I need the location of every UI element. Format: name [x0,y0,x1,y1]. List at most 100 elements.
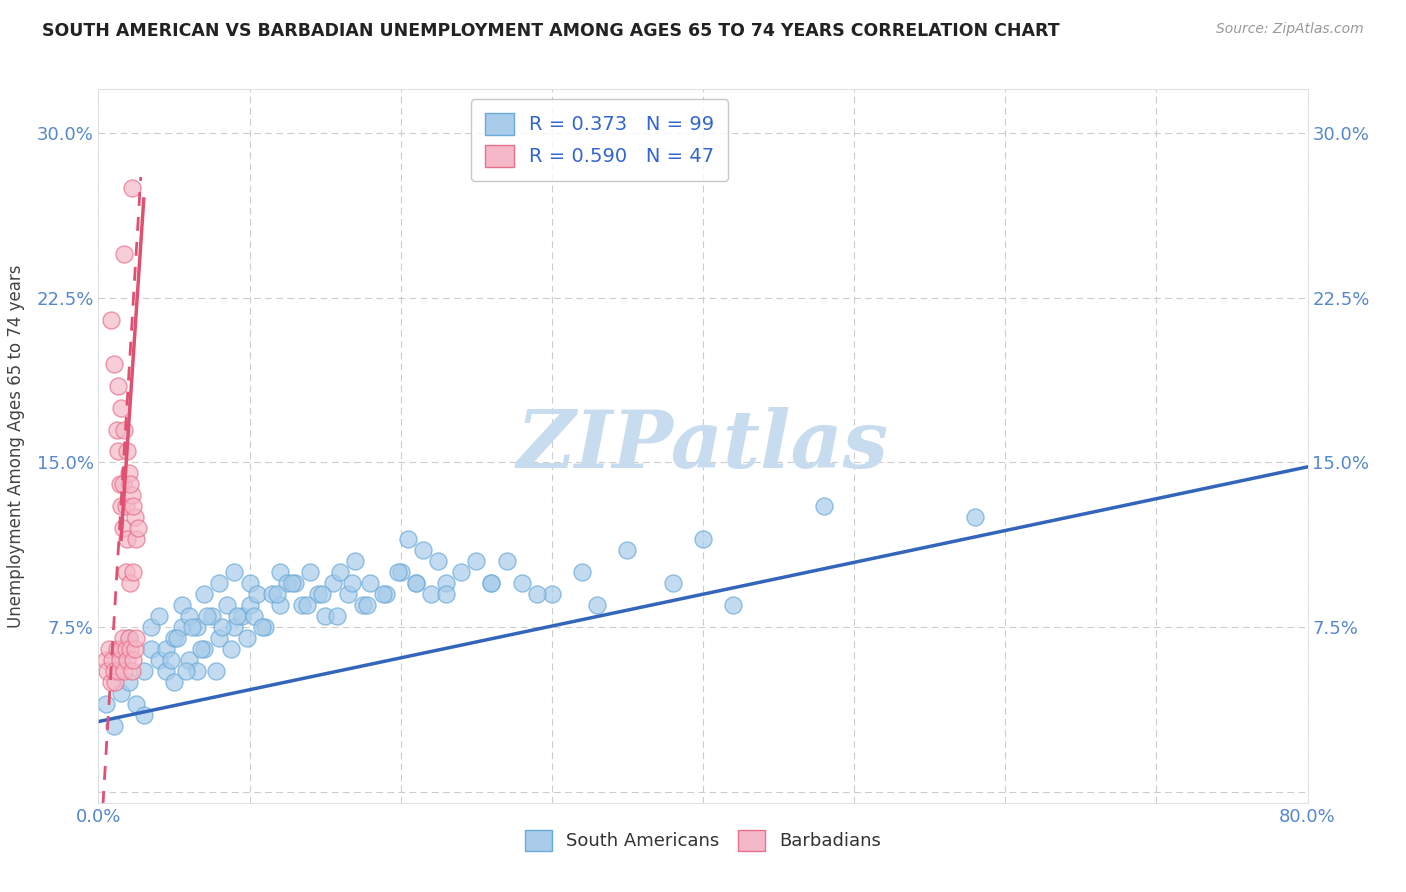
Point [104,675,127,690]
Point [253,620,276,634]
Legend: South Americans, Barbadians: South Americans, Barbadians [517,822,889,858]
Point [295,598,318,612]
Point [112,423,135,437]
Point [125,631,148,645]
Point [115,533,138,547]
Point [127,521,149,535]
Point [115,653,138,667]
Point [226,609,249,624]
Point [110,500,132,514]
Point [269,566,291,580]
Text: ZIPatlas: ZIPatlas [517,408,889,484]
Point [205,664,228,678]
Point [434,587,457,601]
Point [141,642,163,657]
Point [208,631,231,645]
Point [110,686,132,700]
Point [661,576,683,591]
Point [132,664,155,678]
Point [103,357,125,371]
Point [120,642,142,657]
Point [211,620,233,634]
Point [122,653,145,667]
Point [201,609,224,624]
Point [344,554,367,568]
Point [118,631,141,645]
Point [155,664,177,678]
Point [231,609,253,624]
Point [250,620,273,634]
Point [179,653,201,667]
Point [122,500,145,514]
Point [107,444,129,458]
Point [105,423,128,437]
Point [371,587,394,601]
Point [307,587,329,601]
Point [103,719,125,733]
Point [387,566,409,580]
Point [208,576,231,591]
Point [356,598,378,612]
Point [389,566,412,580]
Point [124,642,146,657]
Point [195,609,218,624]
Point [281,576,304,591]
Point [114,642,136,657]
Point [141,620,163,634]
Point [170,620,193,634]
Point [111,521,134,535]
Point [190,642,212,657]
Point [148,609,170,624]
Point [148,653,170,667]
Point [329,566,352,580]
Point [121,488,143,502]
Point [322,576,344,591]
Point [420,587,443,601]
Point [155,642,177,657]
Point [276,576,298,591]
Point [166,631,188,645]
Point [266,587,288,601]
Point [112,664,135,678]
Point [465,554,488,568]
Point [114,566,136,580]
Point [571,566,593,580]
Point [510,576,533,591]
Point [125,533,148,547]
Point [284,576,307,591]
Point [405,576,427,591]
Point [118,467,141,481]
Point [170,598,193,612]
Point [163,675,186,690]
Point [813,500,835,514]
Text: Source: ZipAtlas.com: Source: ZipAtlas.com [1216,22,1364,37]
Point [98,642,121,657]
Point [110,401,132,415]
Point [186,620,208,634]
Point [224,566,246,580]
Point [314,609,336,624]
Point [163,631,186,645]
Point [326,609,349,624]
Point [121,664,143,678]
Point [526,587,548,601]
Point [224,620,246,634]
Point [115,444,138,458]
Point [108,477,131,491]
Point [100,675,122,690]
Point [107,664,129,678]
Point [311,587,333,601]
Point [108,653,131,667]
Point [103,664,125,678]
Point [396,533,419,547]
Point [107,378,129,392]
Point [723,598,745,612]
Point [118,675,141,690]
Point [100,312,122,326]
Point [235,631,257,645]
Point [112,247,135,261]
Point [481,576,503,591]
Point [246,587,269,601]
Point [336,587,359,601]
Point [101,653,124,667]
